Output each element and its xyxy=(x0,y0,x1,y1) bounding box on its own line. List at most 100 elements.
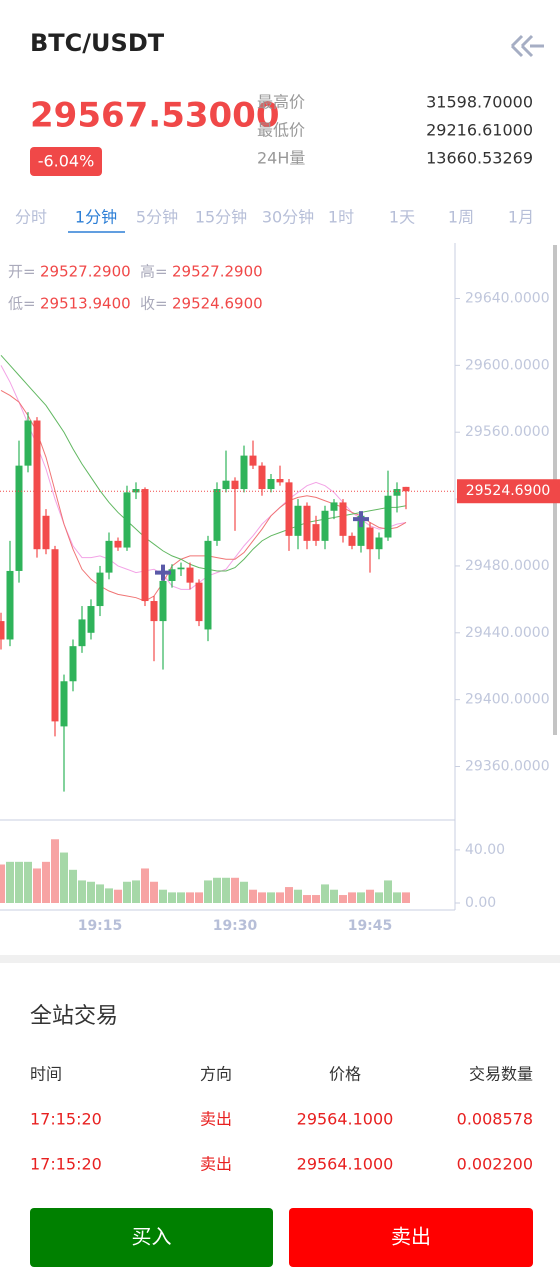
candle-body xyxy=(321,510,329,541)
candle-body xyxy=(258,465,266,490)
candle-body xyxy=(249,455,257,466)
stat-label: 24H量 xyxy=(257,149,305,168)
volume-bar xyxy=(375,892,383,903)
volume-bar xyxy=(168,892,176,903)
volume-bar xyxy=(186,892,194,903)
tab[interactable]: 5分钟 xyxy=(136,208,178,227)
candle-body xyxy=(78,619,86,647)
change-badge xyxy=(30,147,102,176)
y-tick-label: 29360.0000 xyxy=(465,759,550,775)
volume-bar xyxy=(285,887,293,903)
column-header: 交易数量 xyxy=(469,1065,533,1084)
v-tick-label: 0.00 xyxy=(465,895,496,911)
sell-button[interactable] xyxy=(289,1208,533,1267)
ohlc-info: 29527.2900 xyxy=(172,263,263,281)
y-tick-label: 29640.0000 xyxy=(465,290,550,306)
candle-body xyxy=(87,606,95,633)
candle-body xyxy=(231,480,239,490)
tab[interactable]: 1周 xyxy=(448,208,474,227)
volume-bar xyxy=(213,877,221,903)
candle-body xyxy=(285,482,293,536)
volume-bar xyxy=(60,852,68,903)
x-tick-label: 19:15 xyxy=(78,918,123,934)
candle-body xyxy=(132,489,140,493)
trade-cell: 17:15:20 xyxy=(30,1155,102,1174)
candle-body xyxy=(267,479,275,490)
tab[interactable]: 1天 xyxy=(389,208,415,227)
tab[interactable]: 分时 xyxy=(15,208,47,227)
candle-body xyxy=(222,480,230,490)
volume-bar xyxy=(33,868,41,903)
ohlc-info: 收= xyxy=(140,295,168,313)
trade-cell: 29564.1000 xyxy=(297,1155,394,1174)
candle-body xyxy=(303,505,311,541)
volume-bar xyxy=(231,877,239,903)
ohlc-info: 高= xyxy=(140,263,168,281)
tab[interactable]: 1月 xyxy=(508,208,534,227)
buy-label[interactable]: 买入 xyxy=(132,1225,172,1249)
candle-body xyxy=(384,495,392,538)
buy-button[interactable] xyxy=(30,1208,273,1267)
x-tick-label: 19:45 xyxy=(348,918,393,934)
candle-body xyxy=(150,601,158,622)
volume-bar xyxy=(6,861,14,903)
marker xyxy=(353,511,369,528)
x-tick-label: 19:30 xyxy=(213,918,258,934)
volume-bar xyxy=(150,881,158,903)
candle-body xyxy=(312,524,320,541)
volume-bar xyxy=(276,892,284,903)
volume-bar xyxy=(114,889,122,903)
y-tick-label: 29440.0000 xyxy=(465,625,550,641)
tab[interactable]: 1时 xyxy=(328,208,354,227)
section-title: 全站交易 xyxy=(30,1004,118,1029)
stat-value: 29216.61000 xyxy=(426,121,533,140)
candle-body xyxy=(240,455,248,490)
back-icon[interactable] xyxy=(510,34,544,58)
y-tick-label: 29600.0000 xyxy=(465,357,550,373)
volume-bar xyxy=(87,881,95,903)
volume-bar xyxy=(159,889,167,903)
y-tick-label: 29400.0000 xyxy=(465,692,550,708)
candle-body xyxy=(42,515,50,550)
tab[interactable]: 30分钟 xyxy=(262,208,314,227)
column-header: 价格 xyxy=(329,1065,361,1084)
stat-label: 最低价 xyxy=(257,121,305,140)
volume-bar xyxy=(321,884,329,903)
stat-value: 31598.70000 xyxy=(426,93,533,112)
volume-bar xyxy=(330,889,338,903)
candle-body xyxy=(105,540,113,573)
tab[interactable]: 1分钟 xyxy=(75,208,117,227)
volume-bar xyxy=(123,881,131,903)
volume-bar xyxy=(339,895,347,903)
volume-bar xyxy=(204,880,212,903)
stat-label: 最高价 xyxy=(257,93,305,112)
volume-bar xyxy=(96,884,104,903)
candle-body xyxy=(195,582,203,622)
candle-body xyxy=(294,505,302,536)
y-tick-label: 29560.0000 xyxy=(465,424,550,440)
sell-label[interactable]: 卖出 xyxy=(391,1225,431,1249)
candle-body xyxy=(168,569,176,581)
candle-body xyxy=(6,570,14,640)
volume-bar xyxy=(222,877,230,903)
ohlc-info: 开= xyxy=(8,263,36,281)
title: BTC/USDT xyxy=(30,29,165,57)
candle-body xyxy=(60,681,68,727)
ohlc-info: 29527.2900 xyxy=(40,263,131,281)
volume-bar xyxy=(141,868,149,903)
volume-bar xyxy=(105,888,113,903)
column-header: 时间 xyxy=(30,1065,62,1084)
tab[interactable]: 15分钟 xyxy=(195,208,247,227)
volume-bar xyxy=(384,880,392,903)
candle-body xyxy=(177,567,185,570)
volume-bar xyxy=(348,892,356,903)
candle-body xyxy=(357,515,365,546)
candle-body xyxy=(114,540,122,548)
trade-cell: 29564.1000 xyxy=(297,1110,394,1129)
ohlc-info: 29513.9400 xyxy=(40,295,131,313)
candle-body xyxy=(69,646,77,682)
volume-bar xyxy=(15,861,23,903)
candle-body xyxy=(366,527,374,550)
candle-body xyxy=(339,502,347,536)
